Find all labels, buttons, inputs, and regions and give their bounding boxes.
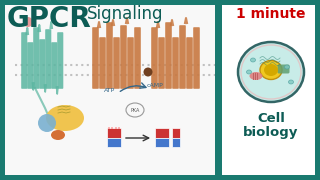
Ellipse shape (284, 65, 290, 69)
FancyBboxPatch shape (179, 25, 186, 89)
Text: 1 minute: 1 minute (236, 7, 306, 21)
Ellipse shape (250, 72, 262, 80)
Ellipse shape (111, 127, 113, 129)
FancyBboxPatch shape (57, 32, 63, 89)
Ellipse shape (143, 68, 153, 76)
FancyBboxPatch shape (120, 25, 127, 89)
FancyBboxPatch shape (45, 29, 51, 89)
FancyBboxPatch shape (155, 138, 169, 147)
FancyBboxPatch shape (107, 128, 121, 138)
Ellipse shape (289, 80, 293, 84)
FancyBboxPatch shape (5, 5, 215, 175)
FancyBboxPatch shape (193, 27, 200, 89)
Text: PKA: PKA (130, 107, 140, 112)
FancyBboxPatch shape (92, 27, 99, 89)
FancyBboxPatch shape (277, 64, 290, 73)
FancyBboxPatch shape (39, 39, 45, 89)
FancyBboxPatch shape (5, 5, 215, 30)
FancyBboxPatch shape (106, 22, 113, 89)
FancyBboxPatch shape (172, 138, 180, 147)
FancyBboxPatch shape (172, 128, 180, 138)
Ellipse shape (251, 58, 255, 62)
FancyBboxPatch shape (33, 27, 39, 89)
Ellipse shape (126, 103, 144, 117)
FancyBboxPatch shape (27, 42, 33, 89)
FancyBboxPatch shape (21, 32, 27, 89)
Text: Signaling: Signaling (87, 5, 164, 23)
Ellipse shape (118, 127, 120, 129)
Text: Cell
biology: Cell biology (243, 112, 299, 139)
FancyBboxPatch shape (99, 37, 106, 89)
Text: cAMP: cAMP (147, 83, 164, 88)
Text: ATP: ATP (104, 88, 116, 93)
Ellipse shape (108, 127, 110, 129)
FancyBboxPatch shape (151, 27, 158, 89)
Ellipse shape (46, 105, 84, 131)
Ellipse shape (260, 60, 282, 80)
FancyBboxPatch shape (134, 27, 141, 89)
Bar (0, 175, 320, 180)
Ellipse shape (38, 114, 56, 132)
FancyBboxPatch shape (113, 37, 120, 89)
FancyBboxPatch shape (165, 22, 172, 89)
Bar (0, 0, 320, 5)
FancyBboxPatch shape (127, 37, 134, 89)
Bar (315, 0, 320, 180)
FancyBboxPatch shape (222, 5, 315, 175)
Ellipse shape (51, 130, 65, 140)
Ellipse shape (23, 17, 33, 27)
FancyBboxPatch shape (186, 37, 193, 89)
Ellipse shape (115, 127, 117, 129)
Ellipse shape (238, 42, 304, 102)
Ellipse shape (246, 70, 252, 74)
FancyBboxPatch shape (172, 37, 179, 89)
Bar (0, 0, 5, 180)
Ellipse shape (264, 64, 278, 76)
Text: GPCR: GPCR (7, 5, 92, 33)
FancyBboxPatch shape (51, 42, 57, 89)
FancyBboxPatch shape (155, 128, 169, 138)
FancyBboxPatch shape (107, 138, 121, 147)
FancyBboxPatch shape (158, 37, 165, 89)
Bar (215, 0, 222, 180)
